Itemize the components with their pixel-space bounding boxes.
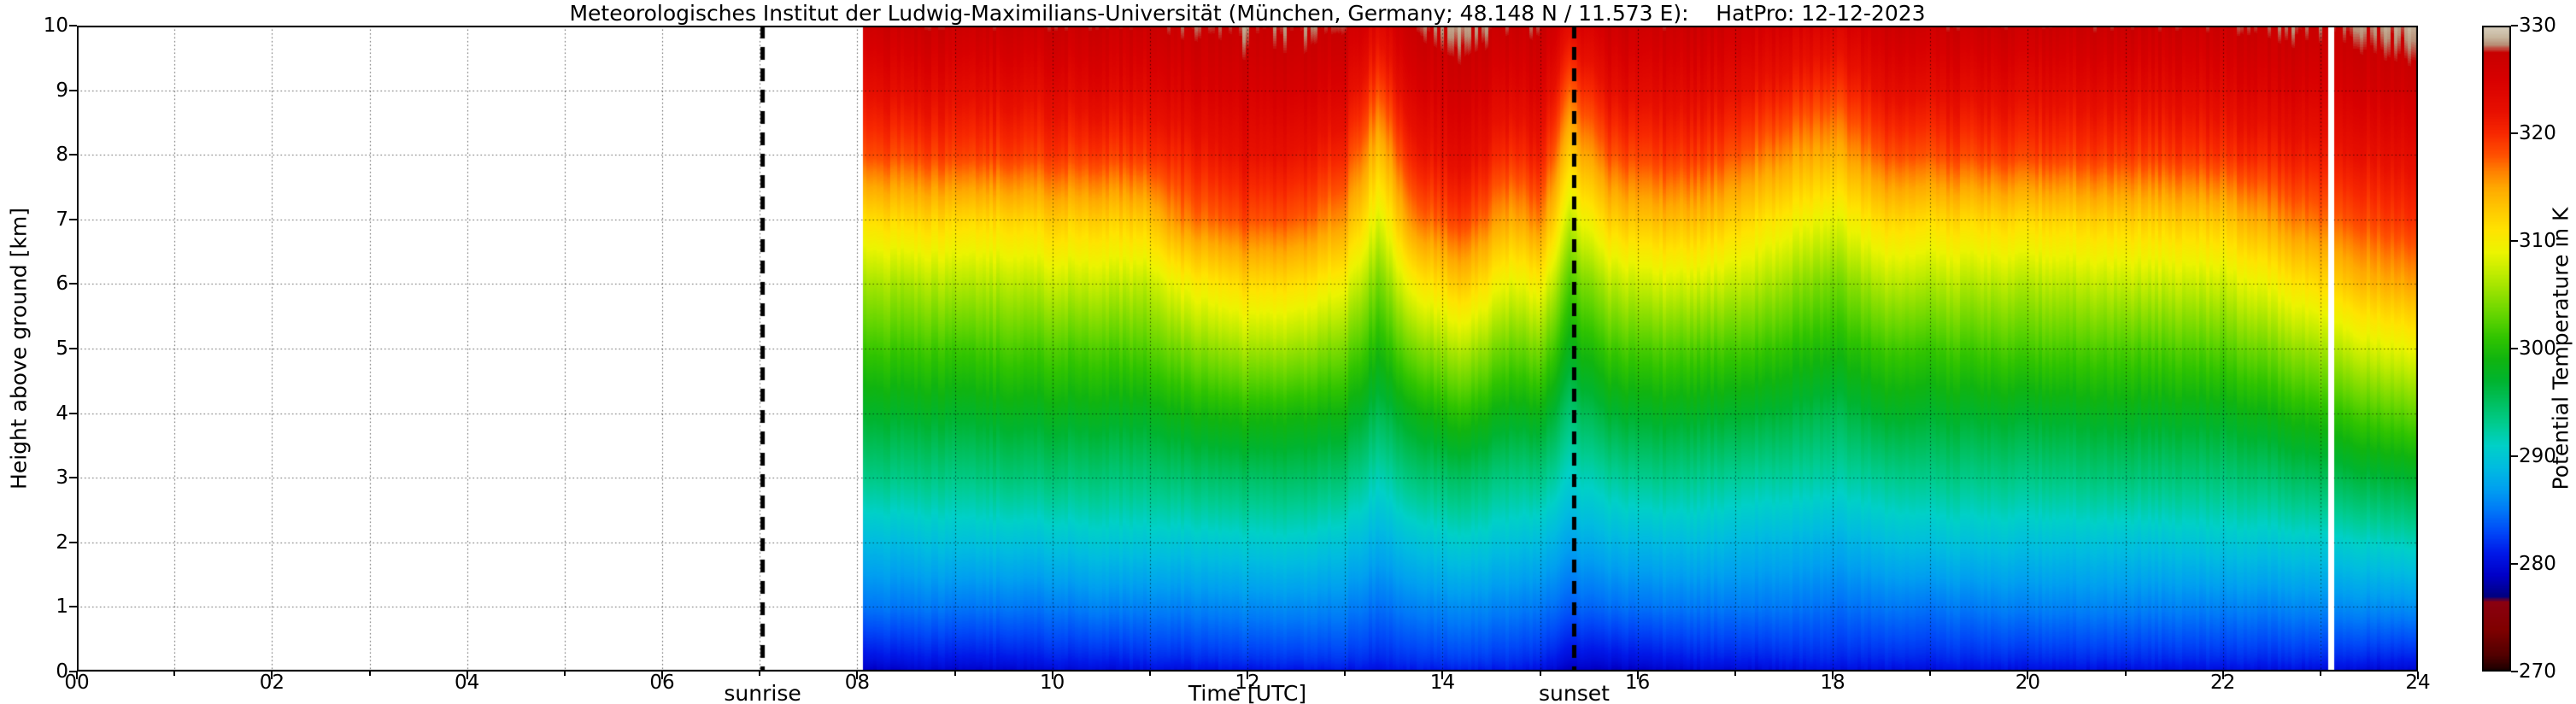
x-minor-tick-mark [759,672,761,676]
x-tick-label: 04 [455,672,480,694]
y-tick-label: 7 [56,208,68,231]
x-minor-tick-mark [1148,672,1151,676]
y-tick-mark [69,348,77,349]
x-tick-mark [76,672,78,679]
plot-area [77,26,2418,672]
colorbar-tick-mark [2511,132,2518,134]
y-tick-label: 6 [56,273,68,296]
x-minor-tick-mark [954,672,956,676]
y-tick-label: 3 [56,466,68,490]
colorbar-tick-label: 300 [2519,337,2556,360]
x-tick-mark [1441,672,1444,679]
y-tick-mark [69,89,77,91]
x-tick-label: 10 [1040,672,1065,694]
x-tick-label: 12 [1235,672,1260,694]
y-tick-mark [69,671,77,672]
x-tick-label: 22 [2210,672,2236,694]
x-tick-mark [2027,672,2029,679]
y-tick-label: 1 [56,595,68,619]
colorbar-tick-mark [2511,348,2518,349]
colorbar-tick-mark [2511,455,2518,457]
x-tick-mark [271,672,273,679]
colorbar-tick-label: 290 [2519,445,2556,467]
y-tick-label: 0 [56,660,68,683]
y-tick-mark [69,25,77,26]
x-tick-label: 16 [1625,672,1651,694]
colorbar-tick-label: 280 [2519,553,2556,575]
x-tick-label: 24 [2405,672,2431,694]
y-tick-mark [69,412,77,414]
y-tick-label: 4 [56,402,68,425]
x-tick-mark [2221,672,2224,679]
colorbar-label: Potential Temperature in K [2548,207,2573,490]
colorbar-tick-mark [2511,563,2518,565]
y-tick-mark [69,154,77,156]
heatmap-canvas [77,26,2418,672]
x-tick-label: 08 [844,672,870,694]
y-tick-label: 10 [43,15,68,37]
x-minor-tick-mark [2319,672,2321,676]
colorbar-canvas [2482,26,2511,672]
y-tick-mark [69,541,77,543]
x-tick-label: 02 [259,672,285,694]
y-tick-label: 8 [56,144,68,167]
x-minor-tick-mark [173,672,176,676]
colorbar-tick-mark [2511,25,2518,26]
sunrise-label: sunrise [724,681,801,704]
x-tick-mark [1247,672,1248,679]
x-tick-label: 14 [1429,672,1455,694]
colorbar-tick-label: 310 [2519,230,2556,252]
x-minor-tick-mark [1539,672,1541,676]
colorbar-tick-label: 320 [2519,122,2556,144]
colorbar-tick-mark [2511,240,2518,242]
y-tick-mark [69,218,77,220]
y-tick-label: 5 [56,337,68,360]
x-tick-label: 20 [2015,672,2040,694]
y-tick-mark [69,606,77,608]
y-tick-mark [69,477,77,479]
x-tick-mark [1832,672,1834,679]
colorbar-tick-label: 270 [2519,660,2556,683]
x-tick-label: 00 [64,672,90,694]
x-tick-label: 18 [1820,672,1845,694]
x-axis-label: Time [UTC] [1188,681,1307,704]
x-tick-mark [2417,672,2419,679]
x-tick-mark [1636,672,1639,679]
x-minor-tick-mark [1929,672,1932,676]
x-tick-mark [1051,672,1053,679]
y-tick-label: 9 [56,79,68,102]
x-minor-tick-mark [1344,672,1347,676]
x-tick-mark [466,672,468,679]
y-tick-label: 2 [56,531,68,554]
y-tick-mark [69,283,77,285]
colorbar-tick-label: 330 [2519,15,2556,37]
x-minor-tick-mark [563,672,566,676]
x-minor-tick-mark [1734,672,1736,676]
x-minor-tick-mark [368,672,371,676]
x-tick-label: 06 [649,672,675,694]
colorbar-tick-mark [2511,671,2518,672]
x-tick-mark [661,672,663,679]
x-minor-tick-mark [2124,672,2127,676]
x-tick-mark [856,672,859,679]
sunset-label: sunset [1538,681,1610,704]
chart-title: Meteorologisches Institut der Ludwig-Max… [569,1,1926,26]
